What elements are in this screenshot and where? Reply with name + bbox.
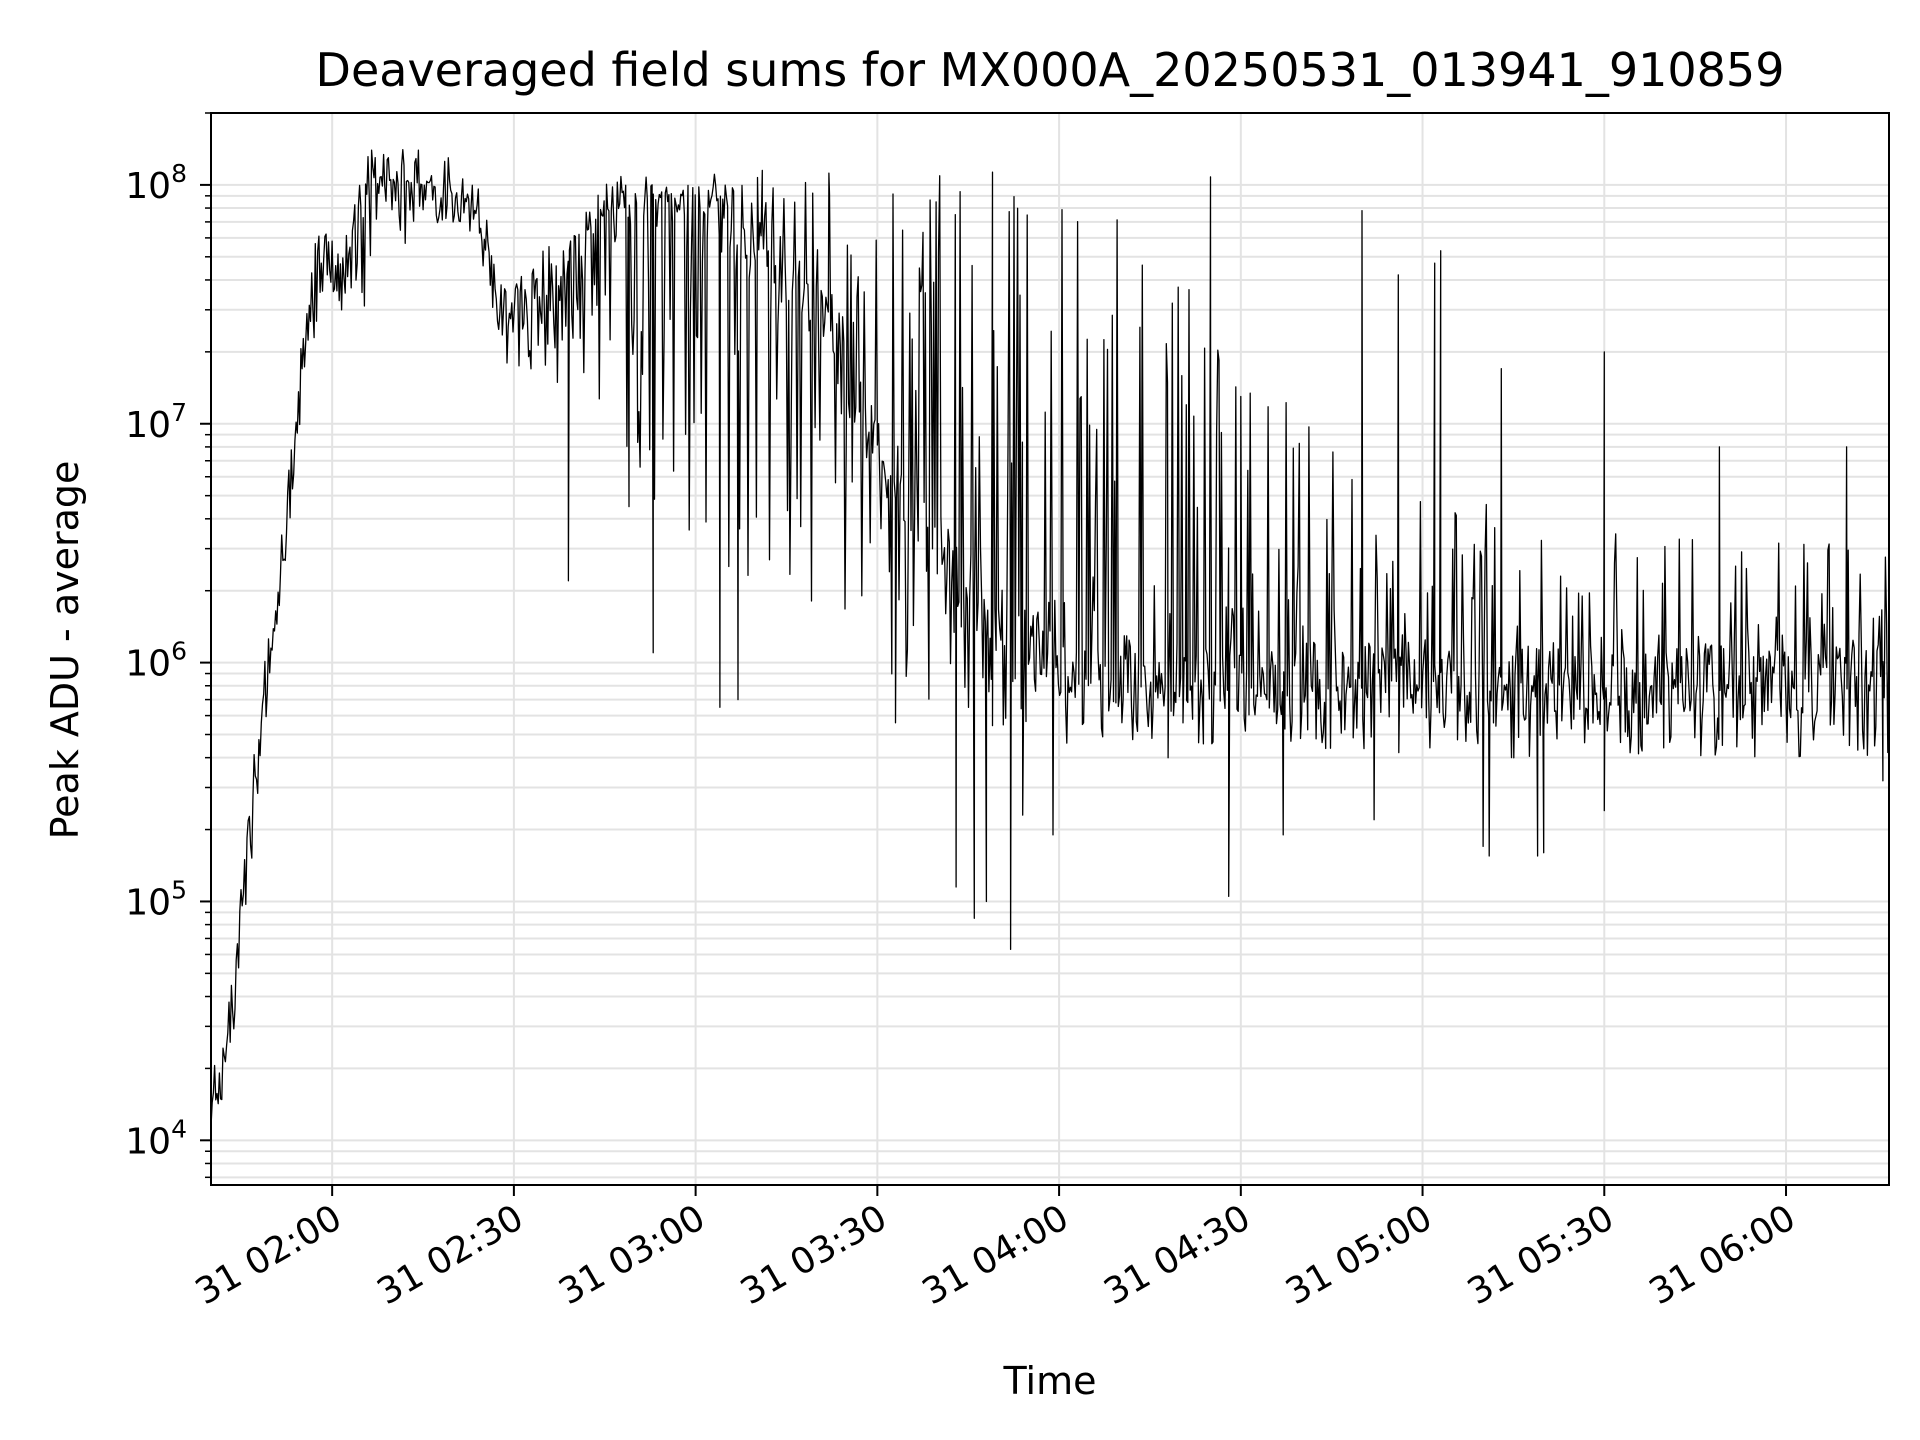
data-series [210,149,1890,1127]
x-axis-label: Time [1003,1359,1097,1403]
y-tick-label: 106 [125,637,187,685]
chart-title: Deaveraged field sums for MX000A_2025053… [316,43,1785,97]
plot-frame [210,112,1890,1186]
y-tick-label: 105 [125,875,187,923]
y-axis-label: Peak ADU - average [43,461,87,840]
y-tick-label: 107 [125,398,187,446]
series-line [210,149,1890,1127]
y-tick-label: 104 [125,1114,187,1162]
y-tick-label: 108 [125,159,187,207]
